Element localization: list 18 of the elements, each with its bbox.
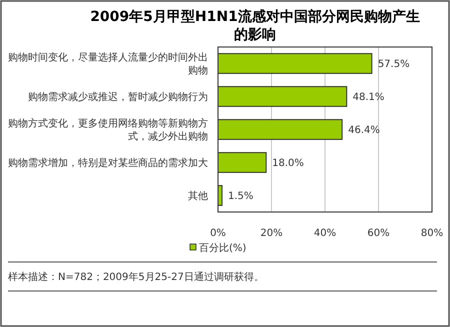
- x-tick-label: 60%: [367, 228, 390, 239]
- x-tick-label: 40%: [314, 228, 336, 239]
- y-tick-label: 购物需求减少或推迟，暂时减少购物行为: [28, 91, 208, 103]
- x-tick-label: 0%: [210, 228, 226, 239]
- data-label: 48.1%: [352, 92, 384, 103]
- chart-title: 2009年5月甲型H1N1流感对中国部分网民购物产生的影响: [90, 8, 420, 43]
- data-label: 57.5%: [378, 59, 410, 70]
- y-tick-label: 购物时间变化，尽量选择人流量少的时间外出购物: [8, 52, 208, 76]
- data-label: 46.4%: [348, 125, 380, 136]
- y-tick-label: 其他: [188, 190, 208, 202]
- text: 样本描述：N=782；2009年5月25-27日通过调研获得。: [8, 271, 264, 283]
- data-label: 18.0%: [272, 158, 304, 169]
- y-tick-label: 购物方式变化，更多使用网络购物等新购物方式，减少外出购物: [8, 118, 208, 142]
- x-tick-label: 80%: [420, 228, 444, 239]
- x-tick-label: 20%: [260, 228, 283, 239]
- data-label: 1.5%: [228, 191, 254, 202]
- legend-label: 百分比(%): [199, 242, 246, 254]
- y-tick-label: 购物需求增加，特别是对某些商品的需求加大: [8, 157, 208, 169]
